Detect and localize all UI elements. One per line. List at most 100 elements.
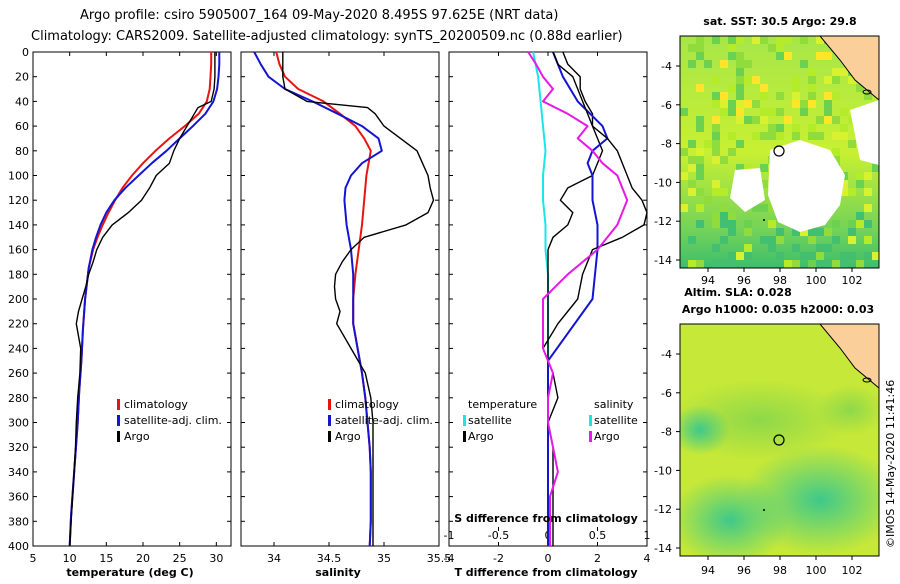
sst-cell [760, 84, 768, 92]
sst-cell [792, 244, 800, 252]
sst-cell [760, 36, 768, 44]
sst-cell [736, 116, 744, 124]
sst-cell [712, 148, 720, 156]
map-x-tick-label: 100 [806, 274, 827, 287]
series-line-salinity-argo [542, 51, 648, 546]
axis-ticks: 0204060801001201401601802002202402602803… [8, 46, 651, 565]
x-tick-label: 1 [644, 529, 651, 542]
sst-cell [696, 188, 704, 196]
sst-cell [760, 132, 768, 140]
sst-cell [816, 228, 824, 236]
map-x-tick-label: 100 [806, 564, 827, 577]
sst-cell [744, 252, 752, 260]
y-tick-label: 400 [8, 540, 29, 553]
sla-map: Altim. SLA: 0.028 Argo h1000: 0.035 h200… [679, 286, 880, 557]
sst-cell [816, 132, 824, 140]
island-dot [763, 219, 765, 221]
sst-map: sat. SST: 30.5 Argo: 29.8 [679, 15, 880, 269]
temperature-panel-frame [32, 51, 232, 547]
x-tick-label: 35.5 [427, 552, 452, 565]
sst-cell [712, 156, 720, 164]
y-tick-label: 160 [8, 244, 29, 257]
sst-cell [712, 92, 720, 100]
legend-swatch-climatology [117, 399, 120, 410]
map-y-tick-label: -6 [661, 99, 672, 112]
sst-cell [712, 124, 720, 132]
map-y-tick-label: -10 [654, 176, 672, 189]
y-tick-label: 200 [8, 293, 29, 306]
sst-cell [736, 84, 744, 92]
map-y-tick-label: -10 [654, 464, 672, 477]
legend-temp-argo: Argo [468, 430, 494, 443]
sst-cell [824, 52, 832, 60]
sst-cell [800, 228, 808, 236]
legend-swatch-temp-satellite [463, 415, 466, 426]
sst-cell [856, 180, 864, 188]
sst-cell [712, 76, 720, 84]
sst-cell [712, 140, 720, 148]
x-tick-label: -2 [493, 552, 504, 565]
sla-anomaly [815, 385, 879, 435]
sst-cell [712, 188, 720, 196]
sst-cell [712, 212, 720, 220]
sst-cell [864, 220, 872, 228]
y-tick-label: 120 [8, 194, 29, 207]
title-line-1: Argo profile: csiro 5905007_164 09-May-2… [80, 8, 558, 23]
series-line-satellite-adj-clim- [68, 52, 221, 547]
sst-cell [704, 60, 712, 68]
island-dot [763, 509, 765, 511]
sst-cell [744, 76, 752, 84]
sst-cell [864, 252, 872, 260]
legend-argo: Argo [124, 430, 150, 443]
sst-map-title: sat. SST: 30.5 Argo: 29.8 [703, 15, 856, 28]
sst-cell [792, 76, 800, 84]
sst-cell [760, 108, 768, 116]
sst-cell [680, 148, 688, 156]
sst-cell [720, 212, 728, 220]
x-tick-label: 34.5 [317, 552, 342, 565]
sst-cell [824, 244, 832, 252]
sst-cell [792, 228, 800, 236]
sst-cell [712, 260, 720, 268]
x-tick-label: 30 [209, 552, 223, 565]
sst-map-field [680, 36, 879, 268]
sst-cell [736, 164, 744, 172]
x-tick-label: -0.5 [488, 529, 509, 542]
sst-cell [696, 172, 704, 180]
argo-float-marker [773, 145, 785, 157]
sst-cell [808, 260, 816, 268]
y-tick-label: 340 [8, 466, 29, 479]
sst-cell [752, 204, 760, 212]
sst-cell [816, 252, 824, 260]
sst-cell [760, 164, 768, 172]
sst-cell [808, 124, 816, 132]
legend-swatch-satellite [117, 415, 120, 426]
sst-cell [776, 132, 784, 140]
sst-cell [824, 108, 832, 116]
sst-cell [688, 156, 696, 164]
sst-cell [712, 180, 720, 188]
sst-cell [760, 236, 768, 244]
sst-cell [728, 132, 736, 140]
x-tick-label: 15 [99, 552, 113, 565]
salinity-panel-frame [240, 51, 440, 547]
sst-cell [768, 244, 776, 252]
sst-cell [848, 140, 856, 148]
sst-cell [760, 116, 768, 124]
sst-cell [768, 108, 776, 116]
sst-cell [856, 84, 864, 92]
sst-cell [752, 36, 760, 44]
map-y-tick-label: -12 [654, 503, 672, 516]
sst-cell [712, 132, 720, 140]
sst-cell [808, 228, 816, 236]
map-y-tick-label: -14 [654, 542, 672, 555]
x-tick-label: 2 [594, 552, 601, 565]
legend-salinity-heading: salinity [594, 398, 634, 411]
map-x-tick-label: 96 [737, 274, 751, 287]
sst-cell [744, 100, 752, 108]
x-tick-label: 5 [30, 552, 37, 565]
sst-cell [808, 252, 816, 260]
series-line-climatology [275, 51, 372, 547]
sst-cell [736, 76, 744, 84]
